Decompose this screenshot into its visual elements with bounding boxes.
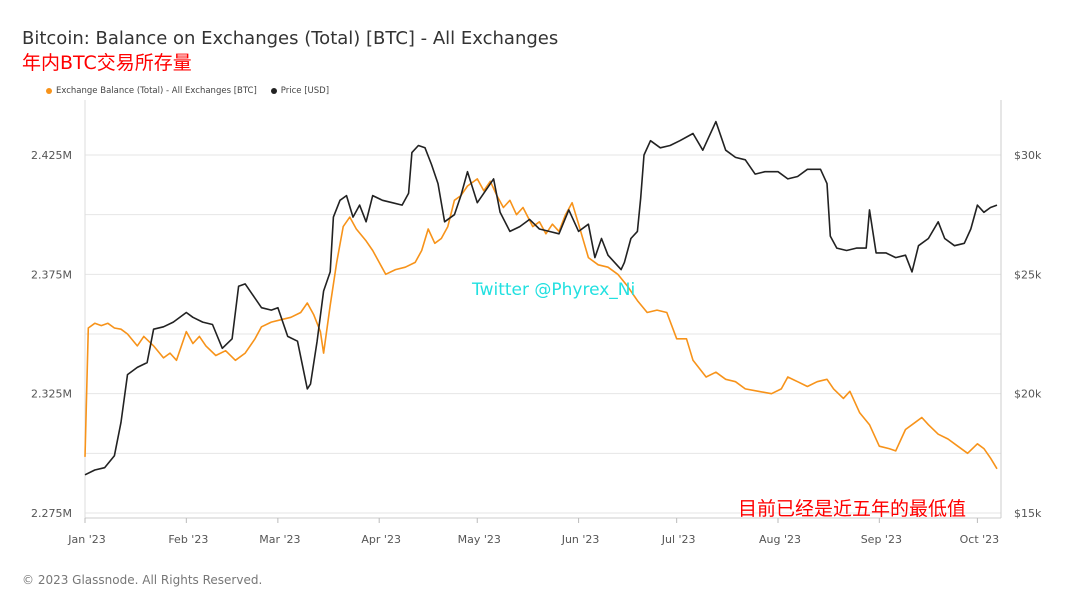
x-tick-label: Sep '23	[861, 533, 902, 546]
y-left-tick-label: 2.275M	[31, 507, 72, 520]
chart-subtitle: 年内BTC交易所存量	[22, 52, 192, 74]
x-tick-label: Aug '23	[759, 533, 801, 546]
y-right-tick-label: $25k	[1014, 268, 1042, 281]
y-left-tick-label: 2.325M	[31, 388, 72, 401]
series-line-exchange-balance	[84, 178, 998, 470]
series-line-price	[84, 120, 998, 476]
x-tick-label: Oct '23	[960, 533, 1000, 546]
legend-item-price[interactable]: Price [USD]	[270, 86, 330, 96]
annotation-note: 目前已经是近五年的最低值	[738, 498, 967, 520]
x-tick-label: Feb '23	[168, 533, 208, 546]
chart-title: Bitcoin: Balance on Exchanges (Total) [B…	[22, 28, 559, 49]
x-tick-label: Apr '23	[361, 533, 401, 546]
y-right-tick-label: $15k	[1014, 507, 1042, 520]
copyright-footer: © 2023 Glassnode. All Rights Reserved.	[22, 573, 263, 587]
x-tick-label: Jul '23	[661, 533, 696, 546]
legend-dot-price	[270, 88, 277, 94]
y-left-tick-label: 2.425M	[31, 149, 72, 162]
legend-label-balance: Exchange Balance (Total) - All Exchanges…	[56, 86, 257, 96]
legend-label-price: Price [USD]	[280, 86, 330, 96]
watermark-text: Twitter @Phyrex_Ni	[472, 280, 636, 300]
y-right-tick-label: $30k	[1014, 149, 1042, 162]
legend-item-balance[interactable]: Exchange Balance (Total) - All Exchanges…	[46, 86, 257, 96]
x-tick-label: Jan '23	[67, 533, 105, 546]
x-tick-label: May '23	[458, 533, 501, 546]
legend: Exchange Balance (Total) - All Exchanges…	[46, 86, 329, 96]
y-left-tick-label: 2.375M	[31, 268, 72, 281]
y-right-tick-label: $20k	[1014, 388, 1042, 401]
x-tick-label: Mar '23	[259, 533, 300, 546]
legend-dot-balance	[46, 88, 52, 94]
x-tick-label: Jun '23	[561, 533, 600, 546]
